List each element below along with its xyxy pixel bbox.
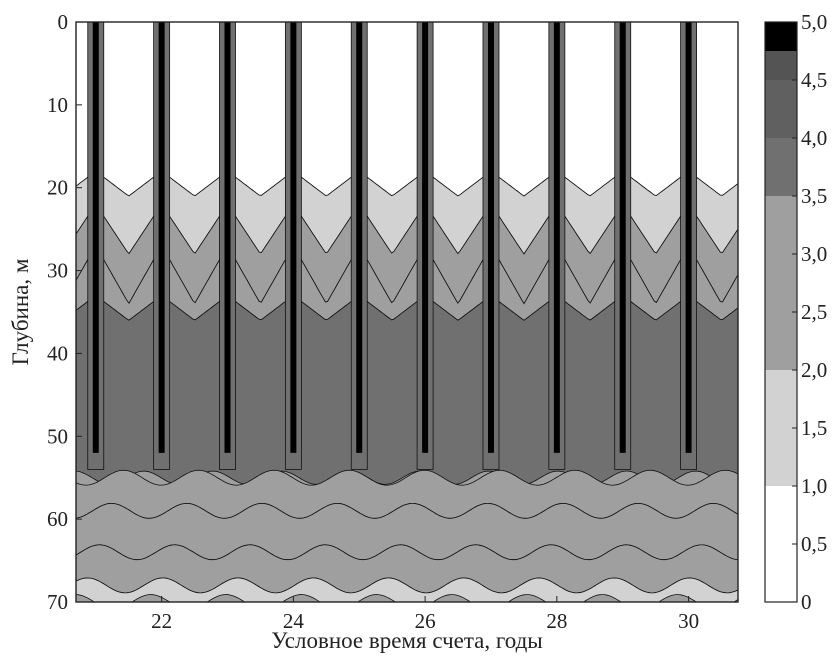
colorbar-tick-label: 2,5: [801, 300, 827, 324]
lower-layer-4: [76, 577, 738, 602]
y-tick-label: 30: [47, 259, 68, 283]
x-tick-label: 22: [151, 609, 172, 633]
convection-core: [290, 22, 297, 453]
colorbar-swatch: [765, 22, 797, 51]
convection-core: [619, 22, 626, 453]
x-tick-label: 30: [678, 609, 699, 633]
colorbar-swatch: [765, 138, 797, 196]
convection-core: [685, 22, 692, 453]
colorbar-tick-label: 5,0: [801, 10, 827, 34]
y-tick-label: 70: [47, 590, 68, 614]
convection-core: [224, 22, 231, 453]
y-tick-label: 0: [58, 10, 69, 34]
colorbar-tick-label: 3,0: [801, 242, 827, 266]
deep-mixed-layer: [76, 295, 738, 485]
colorbar-tick-label: 0,5: [801, 532, 827, 556]
convection-core: [422, 22, 429, 453]
x-tick-label: 26: [415, 609, 436, 633]
contour-layers: [76, 22, 738, 602]
colorbar-swatch: [765, 486, 797, 602]
convection-core: [158, 22, 165, 453]
y-axis-label: Глубина, м: [8, 258, 33, 365]
surface-layer: [76, 22, 738, 197]
convection-core: [356, 22, 363, 453]
colorbar-swatch: [765, 51, 797, 80]
y-tick-label: 40: [47, 341, 68, 365]
y-tick-label: 20: [47, 176, 68, 200]
convection-core: [92, 22, 99, 453]
colorbar-tick-label: 1,0: [801, 474, 827, 498]
colorbar: 0 0,5 1,0 1,5 2,0 2,5 3,0 3,5 4,0 4,5 5,0: [764, 10, 827, 614]
convection-core: [487, 22, 494, 453]
colorbar-tick-label: 1,5: [801, 416, 827, 440]
x-axis-label: Условное время счета, годы: [271, 628, 543, 653]
y-tick-label: 50: [47, 424, 68, 448]
colorbar-tick-label: 2,0: [801, 358, 827, 382]
plot-area: [76, 22, 738, 602]
y-tick-label: 60: [47, 507, 68, 531]
colorbar-swatch: [765, 80, 797, 138]
x-tick-label: 24: [283, 609, 305, 633]
colorbar-tick-label: 0: [801, 590, 812, 614]
colorbar-tick-label: 4,0: [801, 126, 827, 150]
plot-frame: [75, 21, 739, 603]
y-axis: 0 10 20 30 40 50 60 70: [47, 10, 82, 614]
colorbar-tick-label: 3,5: [801, 184, 827, 208]
colorbar-tick-label: 4,5: [801, 68, 827, 92]
colorbar-swatch: [765, 370, 797, 486]
x-tick-label: 28: [546, 609, 567, 633]
convection-core: [553, 22, 560, 453]
colorbar-swatch: [765, 196, 797, 370]
x-axis: 22 24 26 28 30: [151, 596, 699, 633]
y-tick-label: 10: [47, 93, 68, 117]
